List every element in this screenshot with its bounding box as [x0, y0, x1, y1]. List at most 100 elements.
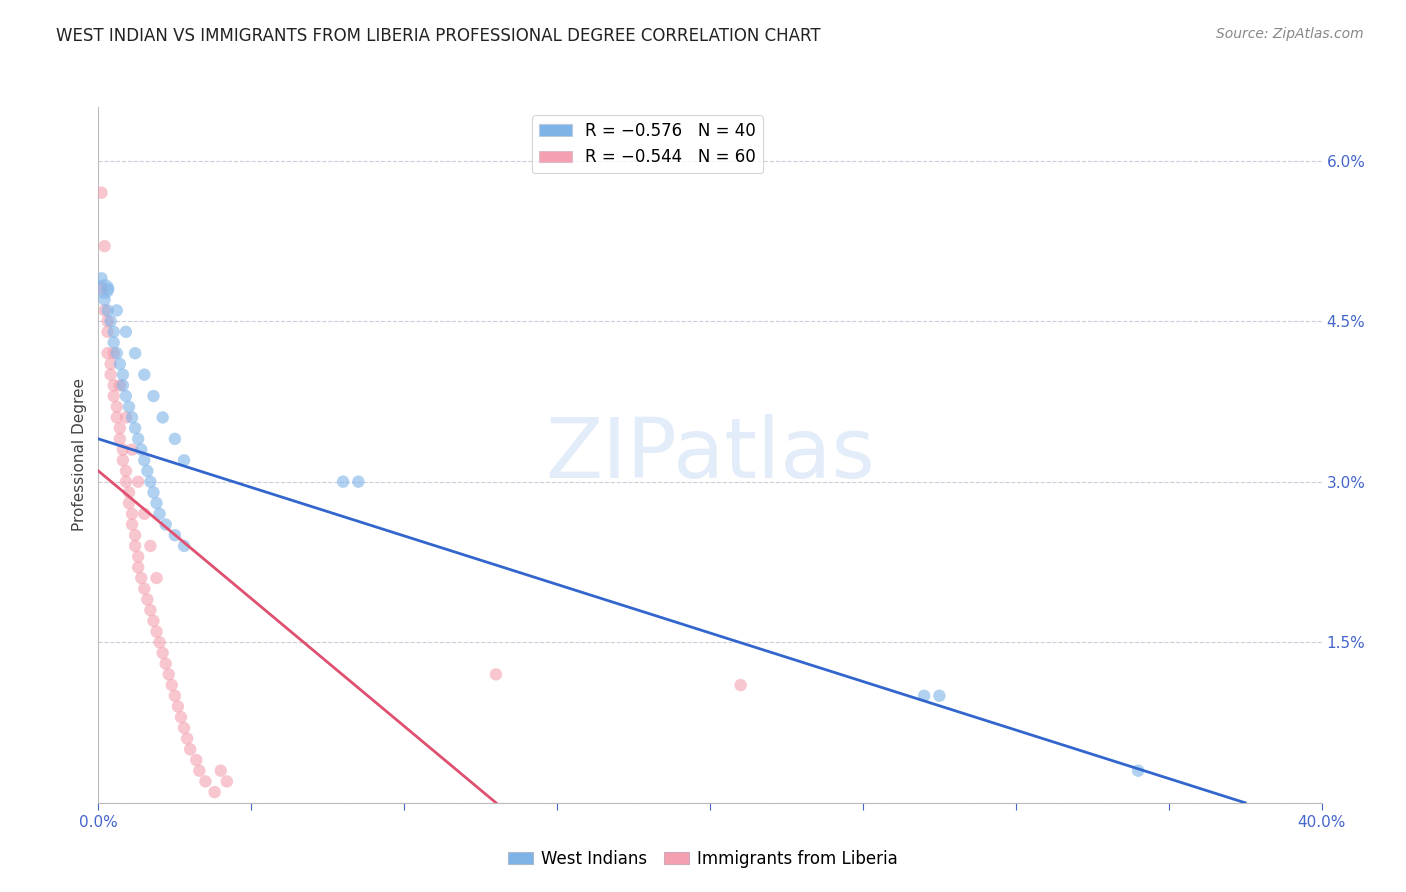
Point — [155, 517, 177, 532]
Point — [186, 753, 208, 767]
Point — [127, 560, 149, 574]
Text: ZIPatlas: ZIPatlas — [546, 415, 875, 495]
Point — [134, 453, 156, 467]
Point — [127, 549, 149, 564]
Point — [115, 389, 138, 403]
Point — [124, 528, 146, 542]
Point — [149, 635, 172, 649]
Point — [928, 689, 950, 703]
Point — [163, 528, 186, 542]
Point — [142, 614, 165, 628]
Point — [129, 571, 152, 585]
Point — [163, 689, 186, 703]
Point — [155, 657, 177, 671]
Point — [152, 646, 174, 660]
Point — [163, 432, 186, 446]
Point — [97, 282, 120, 296]
Point — [118, 400, 141, 414]
Point — [115, 475, 138, 489]
Point — [121, 410, 143, 425]
Text: WEST INDIAN VS IMMIGRANTS FROM LIBERIA PROFESSIONAL DEGREE CORRELATION CHART: WEST INDIAN VS IMMIGRANTS FROM LIBERIA P… — [56, 27, 821, 45]
Point — [134, 368, 156, 382]
Point — [730, 678, 752, 692]
Point — [115, 410, 138, 425]
Point — [194, 774, 217, 789]
Point — [93, 282, 115, 296]
Point — [347, 475, 370, 489]
Point — [170, 710, 193, 724]
Point — [108, 421, 131, 435]
Point — [97, 314, 120, 328]
Point — [173, 721, 195, 735]
Point — [105, 400, 128, 414]
Point — [90, 282, 112, 296]
Point — [127, 475, 149, 489]
Point — [111, 378, 134, 392]
Point — [93, 293, 115, 307]
Point — [111, 453, 134, 467]
Point — [121, 507, 143, 521]
Point — [97, 346, 120, 360]
Point — [97, 325, 120, 339]
Point — [100, 314, 122, 328]
Point — [149, 507, 172, 521]
Y-axis label: Professional Degree: Professional Degree — [72, 378, 87, 532]
Point — [215, 774, 238, 789]
Point — [912, 689, 935, 703]
Point — [134, 582, 156, 596]
Point — [90, 271, 112, 285]
Legend: West Indians, Immigrants from Liberia: West Indians, Immigrants from Liberia — [501, 844, 905, 875]
Point — [121, 517, 143, 532]
Point — [105, 346, 128, 360]
Point — [111, 368, 134, 382]
Point — [209, 764, 232, 778]
Point — [108, 357, 131, 371]
Point — [145, 496, 167, 510]
Point — [100, 368, 122, 382]
Point — [167, 699, 190, 714]
Point — [103, 378, 125, 392]
Point — [103, 389, 125, 403]
Point — [108, 378, 131, 392]
Point — [115, 464, 138, 478]
Point — [121, 442, 143, 457]
Point — [103, 325, 125, 339]
Point — [100, 357, 122, 371]
Point — [127, 432, 149, 446]
Point — [142, 485, 165, 500]
Point — [124, 421, 146, 435]
Point — [105, 410, 128, 425]
Point — [93, 239, 115, 253]
Point — [93, 303, 115, 318]
Point — [103, 346, 125, 360]
Point — [118, 485, 141, 500]
Point — [97, 303, 120, 318]
Point — [103, 335, 125, 350]
Point — [136, 592, 159, 607]
Point — [160, 678, 183, 692]
Point — [188, 764, 211, 778]
Point — [173, 539, 195, 553]
Point — [118, 496, 141, 510]
Point — [1128, 764, 1150, 778]
Point — [485, 667, 508, 681]
Point — [204, 785, 226, 799]
Point — [139, 475, 162, 489]
Point — [124, 539, 146, 553]
Point — [134, 507, 156, 521]
Point — [176, 731, 198, 746]
Point — [90, 186, 112, 200]
Text: Source: ZipAtlas.com: Source: ZipAtlas.com — [1216, 27, 1364, 41]
Point — [136, 464, 159, 478]
Point — [108, 432, 131, 446]
Point — [157, 667, 180, 681]
Point — [142, 389, 165, 403]
Point — [145, 571, 167, 585]
Point — [332, 475, 354, 489]
Point — [111, 442, 134, 457]
Point — [152, 410, 174, 425]
Legend: R = −0.576   N = 40, R = −0.544   N = 60: R = −0.576 N = 40, R = −0.544 N = 60 — [531, 115, 763, 173]
Point — [145, 624, 167, 639]
Point — [124, 346, 146, 360]
Point — [129, 442, 152, 457]
